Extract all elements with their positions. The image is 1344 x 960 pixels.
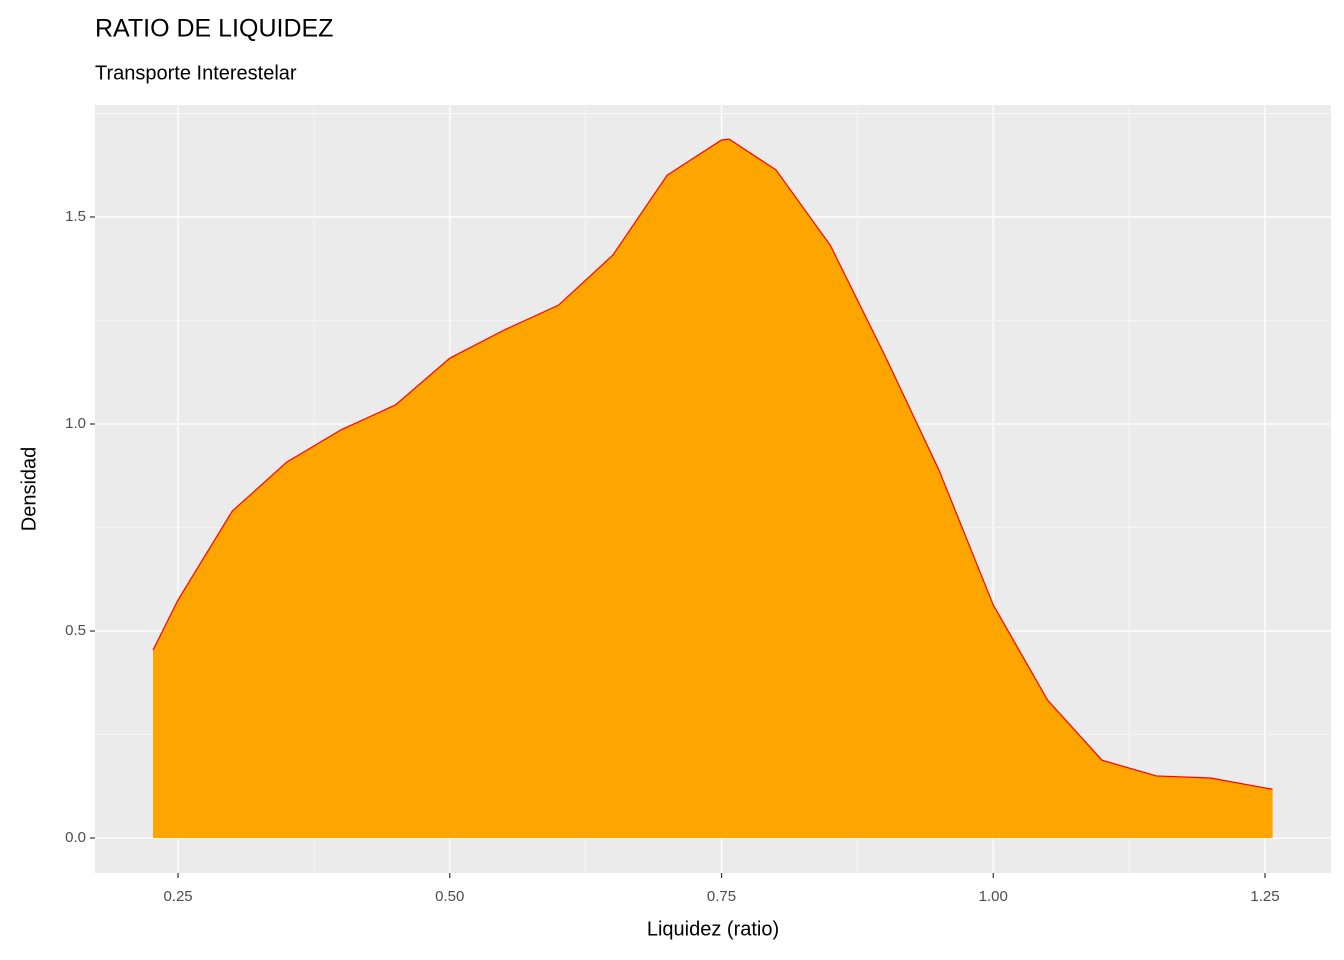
x-tick-label: 0.25 <box>163 888 192 905</box>
y-axis-title: Densidad <box>18 447 40 532</box>
y-tick-label: 0.5 <box>65 622 86 639</box>
x-tick-label: 1.00 <box>979 888 1008 905</box>
chart-title: RATIO DE LIQUIDEZ <box>95 15 333 43</box>
x-tick-label: 0.50 <box>435 888 464 905</box>
x-tick-label: 0.75 <box>707 888 736 905</box>
chart-subtitle: Transporte Interestelar <box>95 62 297 84</box>
x-tick-label: 1.25 <box>1250 888 1279 905</box>
density-line <box>152 138 1273 790</box>
density-area <box>153 139 1273 839</box>
y-tick-label: 1.0 <box>65 415 86 432</box>
y-tick-label: 0.0 <box>65 829 86 846</box>
y-tick-label: 1.5 <box>65 208 86 225</box>
x-axis-title: Liquidez (ratio) <box>647 918 779 940</box>
